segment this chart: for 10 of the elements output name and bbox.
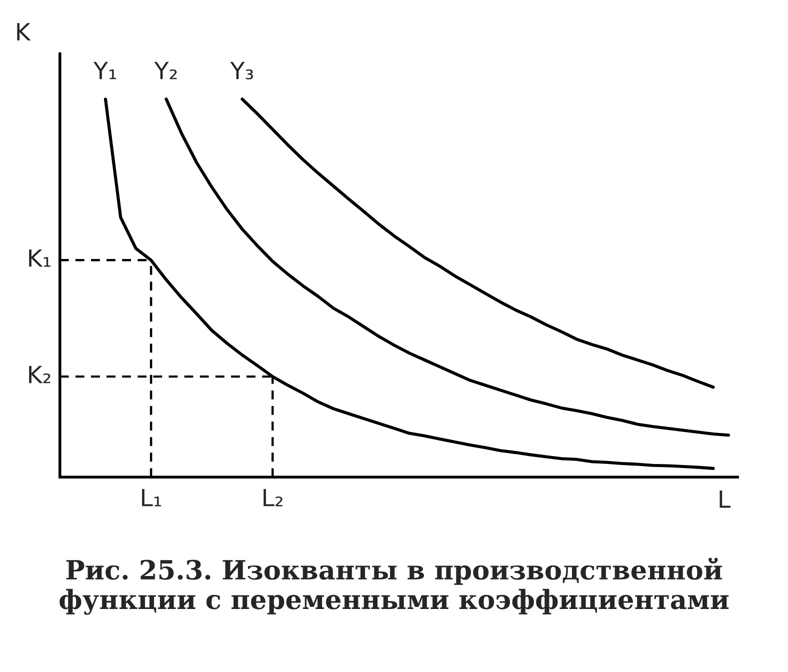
x-tick-label: L₂: [264, 488, 282, 506]
series-label: Y₁: [93, 62, 116, 80]
series-label: Y₃: [230, 62, 253, 80]
ref-line-label: K₂: [29, 366, 50, 384]
x-tick-label: L₁: [142, 488, 162, 506]
x-axis-title: L: [720, 490, 730, 508]
y-axis-title: K: [17, 23, 31, 40]
text: Рис. 25.3. Изокванты в производственной функции с переменными коэффициентами: [60, 558, 729, 615]
ref-line-label: K₁: [29, 249, 50, 267]
series-label: Y₂: [154, 62, 177, 80]
